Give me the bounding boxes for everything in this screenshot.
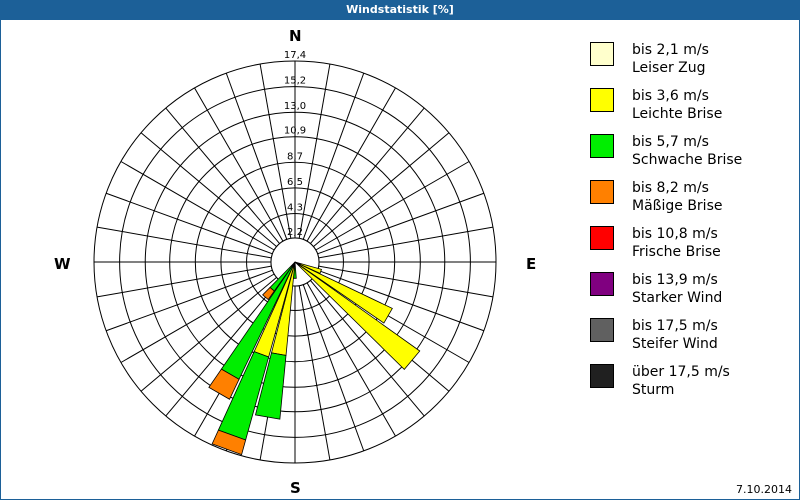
grid-spoke	[140, 132, 277, 247]
legend-class: Sturm	[632, 382, 675, 398]
grid-spoke	[105, 269, 273, 332]
grid-spoke	[306, 87, 396, 242]
legend-speed: über 17,5 m/s	[632, 364, 730, 380]
legend-class: Schwache Brise	[632, 152, 743, 168]
legend-class: Frische Brise	[632, 244, 721, 260]
grid-spoke	[298, 285, 331, 461]
grid-spoke	[96, 265, 272, 298]
petal-segment	[211, 429, 247, 456]
legend-speed: bis 3,6 m/s	[632, 88, 709, 104]
grid-spoke	[194, 87, 284, 242]
grid-spoke	[302, 284, 365, 452]
grid-spoke	[165, 107, 280, 244]
ring-label: 8,7	[287, 151, 303, 162]
grid-ring	[194, 161, 396, 363]
grid-spoke	[225, 72, 288, 240]
legend-class: Mäßige Brise	[632, 198, 723, 214]
legend-swatch	[590, 42, 614, 66]
ring-label: 10,9	[284, 126, 306, 137]
grid-spoke	[140, 277, 277, 392]
grid-spoke	[165, 280, 280, 417]
grid-spoke	[310, 107, 425, 244]
grid-spoke	[306, 282, 396, 437]
grid-spoke	[317, 269, 485, 332]
grid-spoke	[120, 273, 275, 363]
legend-swatch	[590, 318, 614, 342]
compass-north-label: N	[289, 27, 302, 45]
ring-label: 2,2	[287, 227, 303, 238]
grid-spoke	[317, 192, 485, 255]
ring-label: 13,0	[284, 101, 306, 112]
grid-spoke	[259, 63, 292, 239]
ring-label: 4,3	[287, 203, 303, 214]
legend-speed: bis 2,1 m/s	[632, 42, 709, 58]
legend-swatch	[590, 134, 614, 158]
grid-spoke	[313, 132, 450, 247]
ring-label: 6,5	[287, 177, 303, 188]
legend-speed: bis 8,2 m/s	[632, 180, 709, 196]
legend-swatch	[590, 180, 614, 204]
grid-ring	[169, 136, 421, 388]
grid-spoke	[318, 226, 494, 259]
grid-spoke	[120, 161, 275, 251]
compass-west-label: W	[54, 255, 71, 273]
chart-title: Windstatistik [%]	[346, 3, 454, 16]
grid-ring	[246, 213, 344, 311]
compass-east-label: E	[526, 255, 537, 273]
grid-spoke	[318, 265, 494, 298]
petal-segment	[294, 261, 393, 324]
ring-label: 15,2	[284, 76, 306, 87]
legend-class: Steifer Wind	[632, 336, 718, 352]
date-stamp: 7.10.2014	[736, 483, 792, 496]
legend-class: Leichte Brise	[632, 106, 723, 122]
ring-label: 17,4	[284, 50, 306, 61]
grid-spoke	[96, 226, 272, 259]
legend-speed: bis 5,7 m/s	[632, 134, 709, 150]
compass-south-label: S	[290, 479, 301, 497]
legend-speed: bis 17,5 m/s	[632, 318, 718, 334]
legend-swatch	[590, 272, 614, 296]
grid-spoke	[310, 280, 425, 417]
legend-swatch	[590, 364, 614, 388]
legend-swatch	[590, 226, 614, 250]
legend-class: Starker Wind	[632, 290, 723, 306]
petal-segment	[262, 286, 275, 301]
legend-swatch	[590, 88, 614, 112]
petal-segment	[294, 261, 421, 371]
grid-ring	[220, 187, 370, 337]
petal-segment	[208, 368, 240, 400]
chart-title-bar: Windstatistik [%]	[0, 0, 800, 20]
legend-class: Leiser Zug	[632, 60, 706, 76]
petal-segment	[254, 352, 287, 420]
grid-spoke	[105, 192, 273, 255]
grid-ring	[93, 60, 497, 464]
grid-spoke	[315, 161, 470, 251]
grid-ring	[119, 86, 471, 438]
grid-spoke	[298, 63, 331, 239]
grid-ring	[144, 111, 446, 413]
legend-speed: bis 10,8 m/s	[632, 226, 718, 242]
grid-spoke	[302, 72, 365, 240]
legend-speed: bis 13,9 m/s	[632, 272, 718, 288]
